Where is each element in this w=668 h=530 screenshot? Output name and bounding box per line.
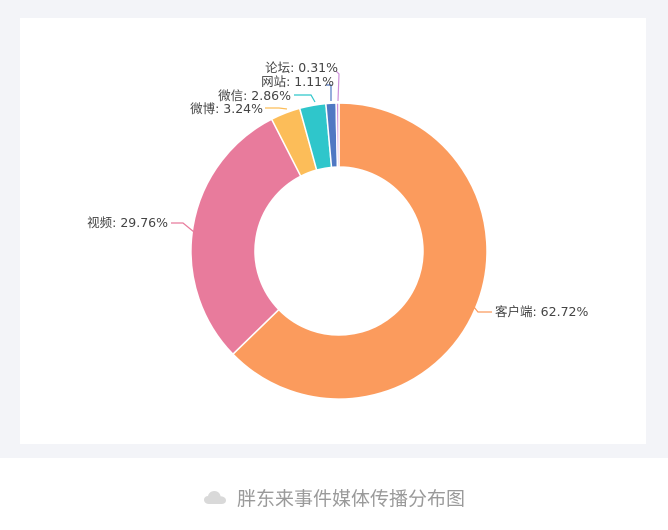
image-panel: 客户端: 62.72% 视频: 29.76% 微博: 3.24% 微信: 2.86% 网… [0,0,668,458]
slice-2 [190,118,302,356]
leader-line-6 [335,70,340,102]
donut-chart: 客户端: 62.72% 视频: 29.76% 微博: 3.24%微信: 2.86%网… [87,60,588,400]
slice-label-1: 客户端: 62.72% [495,304,588,319]
slice-6 [335,102,340,168]
caption-text: 胖东来事件媒体传播分布图 [236,488,465,510]
image-caption: 胖东来事件媒体传播分布图 [0,484,668,511]
cloud-icon [203,491,226,504]
slice-label-3: 微博: 3.24% [190,101,263,116]
leader-line-1 [460,290,492,313]
leader-line-2 [171,222,195,233]
slice-label-6: 论坛: 0.31% [265,60,338,75]
leader-line-4 [294,94,316,103]
leader-line-3 [265,107,288,110]
slice-1 [231,102,488,400]
leader-line-5 [326,84,332,101]
slice-label-5: 网站: 1.11% [261,74,334,89]
slice-label-4: 微信: 2.86% [218,88,291,103]
slice-label-2: 视频: 29.76% [87,215,168,230]
